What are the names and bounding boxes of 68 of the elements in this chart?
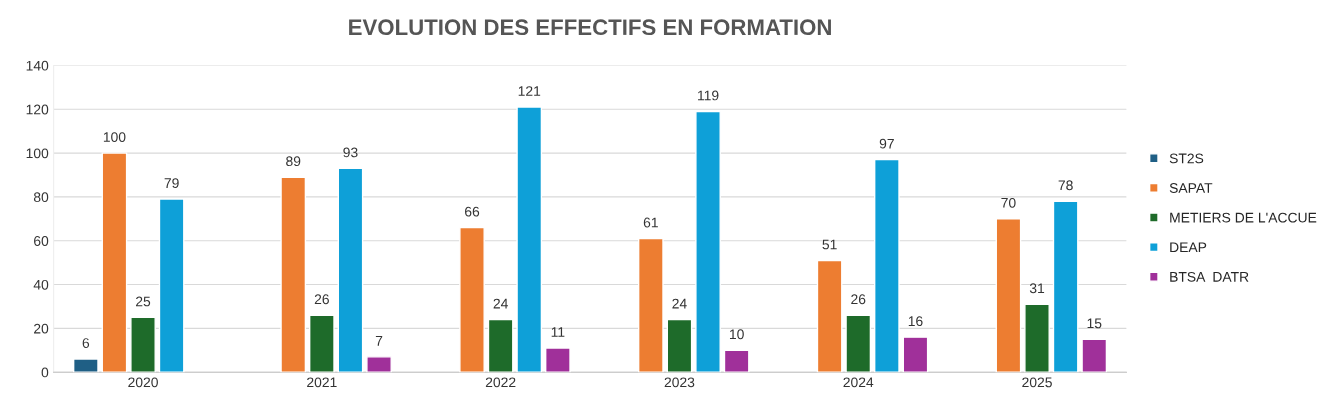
y-tick-label: 80	[33, 192, 49, 203]
legend-label: BTSA DATR	[1170, 271, 1249, 282]
bar	[1024, 303, 1050, 373]
bar	[130, 316, 156, 373]
data-label: 78	[1058, 180, 1073, 191]
bar	[873, 158, 900, 373]
data-label: 6	[82, 338, 90, 348]
legend-label: ST2S	[1169, 153, 1204, 164]
data-label: 15	[1087, 318, 1102, 329]
data-label: 70	[1001, 197, 1016, 208]
bar	[308, 314, 335, 373]
bar	[845, 314, 872, 373]
x-tick-label: 2025	[1022, 377, 1052, 388]
x-tick-label: 2020	[128, 377, 158, 388]
bar	[902, 336, 929, 373]
bar	[816, 259, 843, 373]
bar	[158, 198, 185, 373]
bar	[487, 318, 514, 373]
bar	[723, 349, 750, 373]
data-label: 24	[493, 298, 508, 309]
y-tick-label: 0	[41, 367, 49, 378]
data-label: 31	[1029, 283, 1045, 294]
bar	[666, 318, 693, 373]
data-label: 25	[136, 296, 151, 307]
y-tick-label: 60	[34, 236, 49, 246]
bar	[545, 347, 571, 373]
data-label: 11	[551, 327, 565, 337]
data-label: 26	[314, 294, 329, 305]
data-label: 26	[851, 294, 866, 305]
x-tick-label: 2021	[307, 377, 337, 388]
data-label: 89	[286, 156, 301, 167]
x-tick-label: 2023	[664, 377, 695, 388]
y-tick-label: 20	[34, 323, 49, 334]
data-label: 7	[375, 336, 383, 346]
legend-label: METIERS DE L'ACCUE	[1170, 212, 1317, 223]
bar	[459, 226, 485, 373]
bar	[1081, 338, 1108, 373]
legend-label: SAPAT	[1169, 183, 1213, 193]
data-label: 119	[698, 90, 719, 101]
x-tick-label: 2024	[843, 377, 874, 388]
bar	[637, 237, 664, 373]
data-label: 66	[465, 206, 480, 217]
data-label: 24	[672, 298, 687, 309]
bar	[280, 176, 307, 373]
chart-title: EVOLUTION DES EFFECTIFS EN FORMATION	[349, 19, 831, 36]
bar	[695, 110, 721, 373]
data-label: 100	[103, 132, 126, 142]
y-tick-label: 40	[33, 279, 49, 290]
bar	[516, 106, 543, 373]
data-label: 79	[164, 178, 179, 189]
data-label: 121	[518, 86, 541, 96]
data-label: 93	[343, 147, 358, 158]
data-label: 51	[822, 239, 837, 250]
legend-label: DEAP	[1170, 242, 1207, 253]
bar	[366, 356, 392, 373]
data-label: 10	[729, 329, 744, 340]
bar	[995, 218, 1022, 373]
x-tick-label: 2022	[485, 377, 516, 388]
bar	[72, 358, 99, 373]
bar	[337, 167, 364, 373]
bar	[1052, 200, 1079, 373]
y-tick-label: 120	[26, 104, 49, 115]
data-label: 61	[643, 217, 658, 228]
data-label: 16	[908, 316, 923, 327]
bar	[101, 152, 128, 373]
data-label: 97	[879, 138, 894, 149]
y-tick-label: 100	[26, 148, 49, 159]
y-tick-label: 140	[26, 60, 49, 71]
